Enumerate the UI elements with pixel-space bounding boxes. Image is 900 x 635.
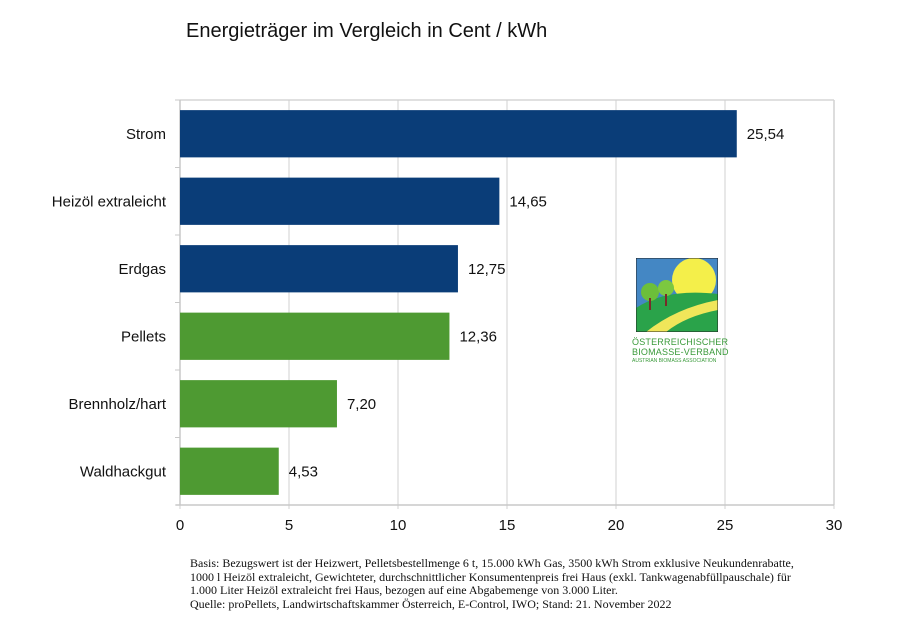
gridlines [175, 99, 835, 509]
value-labels: 25,54 14,65 12,75 12,36 7,20 4,53 [289, 126, 785, 481]
x-tick-label: 10 [390, 517, 407, 534]
bar [180, 312, 450, 360]
data-label: 14,65 [509, 193, 547, 210]
bar [180, 380, 337, 428]
x-tick-label: 25 [717, 517, 734, 534]
data-label: 12,36 [459, 328, 497, 345]
bars [180, 110, 737, 495]
bar [180, 245, 458, 293]
data-label: 4,53 [289, 463, 318, 480]
category-label: Heizöl extraleicht [52, 193, 167, 210]
category-label: Strom [126, 126, 166, 143]
chart-title: Energieträger im Vergleich in Cent / kWh [186, 20, 548, 42]
data-label: 7,20 [347, 396, 376, 413]
x-tick-label: 15 [499, 517, 516, 534]
bar [180, 177, 500, 225]
x-tick-label: 20 [608, 517, 625, 534]
category-label: Erdgas [118, 261, 166, 278]
footnote: Basis: Bezugswert ist der Heizwert, Pell… [190, 556, 890, 611]
x-axis-ticks: 0 5 10 15 20 25 30 [176, 517, 843, 534]
footnote-line: Basis: Bezugswert ist der Heizwert, Pell… [190, 556, 794, 570]
footnote-line: 1.000 Liter Heizöl extraleicht frei Haus… [190, 583, 618, 597]
logo-text-line3: AUSTRIAN BIOMASS ASSOCIATION [632, 358, 717, 364]
biomasse-verband-logo: ÖSTERREICHISCHER BIOMASSE-VERBAND AUSTRI… [632, 257, 732, 365]
bar [180, 447, 279, 495]
category-label: Pellets [121, 328, 166, 345]
x-tick-label: 0 [176, 517, 184, 534]
logo-text-line2: BIOMASSE-VERBAND [632, 347, 729, 357]
x-tick-label: 5 [285, 517, 293, 534]
category-label: Brennholz/hart [68, 396, 166, 413]
category-labels: Strom Heizöl extraleicht Erdgas Pellets Bren… [52, 126, 167, 481]
category-label: Waldhackgut [80, 463, 167, 480]
logo-text-line1: ÖSTERREICHISCHER [632, 337, 729, 347]
footnote-line: Quelle: proPellets, Landwirtschaftskamme… [190, 596, 672, 611]
data-label: 25,54 [747, 126, 785, 143]
bar [180, 110, 737, 158]
footnote-line: 1000 l Heizöl extraleicht, Gewichteter, … [190, 569, 791, 584]
bar-chart: Strom Heizöl extraleicht Erdgas Pellets Bren… [52, 99, 843, 534]
x-tick-label: 30 [826, 517, 843, 534]
logo-landscape-icon [635, 257, 719, 333]
data-label: 12,75 [468, 261, 506, 278]
